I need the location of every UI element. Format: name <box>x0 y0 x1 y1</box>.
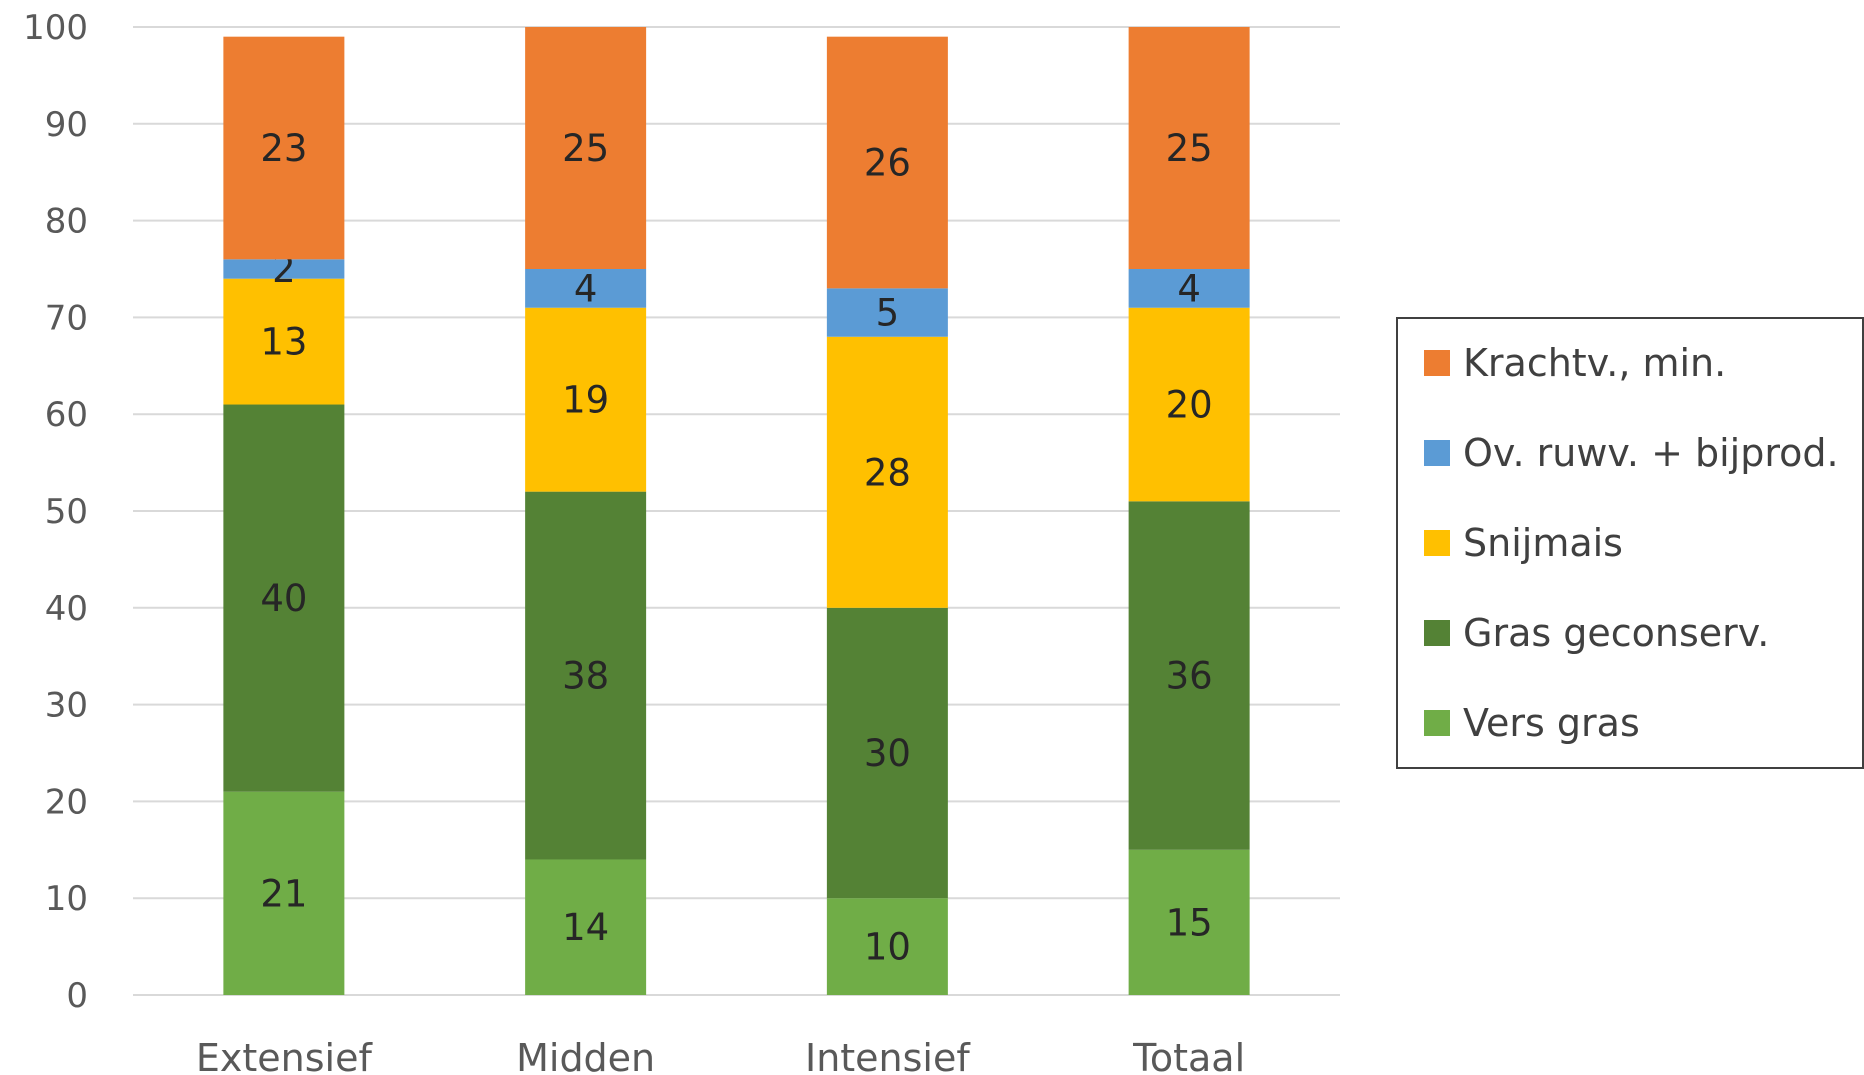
data-label-extensief-snijmais: 13 <box>260 321 307 364</box>
x-category-label-extensief: Extensief <box>196 1036 374 1075</box>
y-tick-label-100: 100 <box>23 8 88 48</box>
data-label-totaal-ov-ruwv-bijprod: 4 <box>1177 267 1201 310</box>
data-label-totaal-krachtv-min: 25 <box>1166 127 1213 170</box>
bar-intensief-snijmais <box>826 336 948 608</box>
data-label-intensief-gras-geconserv: 30 <box>864 732 911 775</box>
legend-label-vers-gras: Vers gras <box>1463 701 1640 745</box>
bar-midden-snijmais <box>525 307 647 492</box>
data-label-extensief-vers-gras: 21 <box>260 872 307 915</box>
data-label-intensief-snijmais: 28 <box>864 451 911 494</box>
legend-swatch-snijmais <box>1424 530 1450 556</box>
bar-extensief-gras-geconserv <box>223 404 345 792</box>
y-tick-label-60: 60 <box>45 395 88 435</box>
x-category-label-intensief: Intensief <box>805 1036 971 1075</box>
legend-label-ov-ruwv-bijprod: Ov. ruwv. + bijprod. <box>1463 431 1839 475</box>
bar-intensief-vers-gras <box>826 898 948 995</box>
data-label-intensief-krachtv-min: 26 <box>864 142 911 185</box>
data-label-midden-vers-gras: 14 <box>562 906 609 949</box>
legend-label-gras-geconserv: Gras geconserv. <box>1463 611 1769 655</box>
data-label-intensief-vers-gras: 10 <box>864 926 911 969</box>
bar-midden-ov-ruwv-bijprod <box>525 269 647 308</box>
bar-midden-gras-geconserv <box>525 491 647 860</box>
bar-extensief-krachtv-min <box>223 36 345 260</box>
bar-totaal-krachtv-min <box>1128 27 1250 269</box>
y-tick-label-20: 20 <box>45 782 88 822</box>
y-tick-label-40: 40 <box>45 589 88 629</box>
data-label-totaal-snijmais: 20 <box>1166 384 1213 427</box>
bar-extensief-vers-gras <box>223 791 345 995</box>
legend: Krachtv., min. Ov. ruwv. + bijprod. Snijma… <box>1396 317 1864 769</box>
y-tick-label-30: 30 <box>45 686 88 726</box>
x-axis: Extensief Midden Intensief Totaal <box>196 1036 1245 1075</box>
bar-midden-vers-gras <box>525 859 647 995</box>
x-category-label-midden: Midden <box>516 1036 655 1075</box>
y-tick-label-0: 0 <box>66 976 88 1016</box>
legend-swatch-krachtv-min <box>1424 350 1450 376</box>
bar-totaal-snijmais <box>1128 307 1250 502</box>
bar-totaal-vers-gras <box>1128 849 1250 995</box>
y-tick-label-70: 70 <box>45 298 88 338</box>
legend-label-snijmais: Snijmais <box>1463 521 1623 565</box>
data-label-midden-snijmais: 19 <box>562 379 609 422</box>
legend-swatch-ov-ruwv-bijprod <box>1424 440 1450 466</box>
data-label-extensief-gras-geconserv: 40 <box>260 577 307 620</box>
bar-totaal-ov-ruwv-bijprod <box>1128 269 1250 308</box>
data-label-totaal-vers-gras: 15 <box>1166 901 1213 944</box>
y-axis: 0 10 20 30 40 50 60 70 80 90 100 <box>23 8 88 1016</box>
legend-box <box>1396 317 1864 769</box>
data-label-intensief-ov-ruwv-bijprod: 5 <box>876 292 900 335</box>
data-label-totaal-gras-geconserv: 36 <box>1166 655 1213 698</box>
x-category-label-totaal: Totaal <box>1132 1036 1245 1075</box>
y-tick-label-80: 80 <box>45 202 88 242</box>
legend-label-krachtv-min: Krachtv., min. <box>1463 341 1726 385</box>
y-tick-label-10: 10 <box>45 879 88 919</box>
bar-intensief-gras-geconserv <box>826 607 948 899</box>
y-tick-label-50: 50 <box>45 492 88 532</box>
data-label-extensief-krachtv-min: 23 <box>260 127 307 170</box>
bar-intensief-krachtv-min <box>826 36 948 289</box>
bar-extensief-snijmais <box>223 278 345 405</box>
legend-swatch-vers-gras <box>1424 710 1450 736</box>
y-tick-label-90: 90 <box>45 105 88 145</box>
legend-swatch-gras-geconserv <box>1424 620 1450 646</box>
bar-midden-krachtv-min <box>525 27 647 269</box>
bar-totaal-gras-geconserv <box>1128 501 1250 850</box>
bar-intensief-ov-ruwv-bijprod <box>826 288 948 337</box>
data-label-midden-ov-ruwv-bijprod: 4 <box>574 267 598 310</box>
data-label-midden-gras-geconserv: 38 <box>562 655 609 698</box>
bar-extensief-ov-ruwv-bijprod <box>223 259 345 279</box>
data-label-midden-krachtv-min: 25 <box>562 127 609 170</box>
